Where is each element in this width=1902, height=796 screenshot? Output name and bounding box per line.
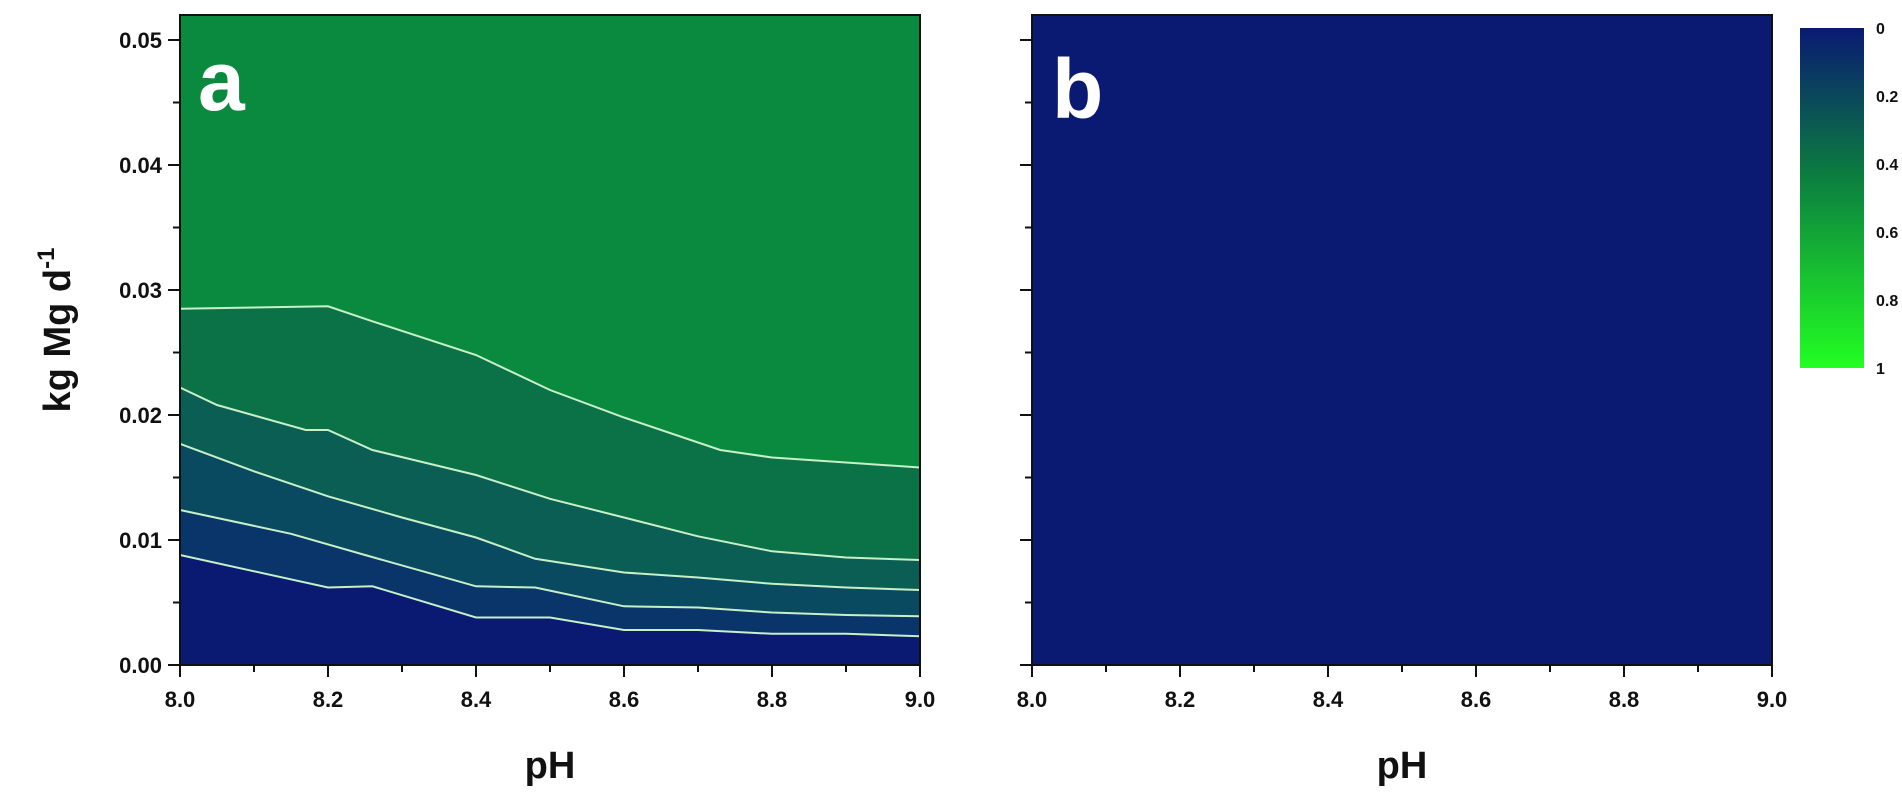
y-tick-label: 0.01 bbox=[119, 528, 162, 553]
x-tick-label: 8.8 bbox=[757, 687, 788, 712]
colorbar-label: 0.8 bbox=[1876, 293, 1898, 310]
x-tick-label: 8.4 bbox=[1313, 687, 1344, 712]
contour-bands-a bbox=[180, 306, 920, 665]
panel-a: 8.0 8.2 8.4 8.6 8.8 9.0 0.000.010.020.030.040… bbox=[33, 14, 936, 787]
x-tick-label: 8.2 bbox=[313, 687, 344, 712]
y-axis-title-superscript: -1 bbox=[33, 248, 60, 269]
x-tick-label: 8.0 bbox=[165, 687, 196, 712]
x-axis-a: 8.0 8.2 8.4 8.6 8.8 9.0 bbox=[165, 665, 936, 712]
y-tick-label: 0.04 bbox=[119, 153, 163, 178]
y-tick-label: 0.00 bbox=[119, 653, 162, 678]
colorbar-label: 0.2 bbox=[1876, 89, 1898, 106]
y-axis-title: kg Mg d-1 bbox=[33, 248, 79, 413]
panel-label-a: a bbox=[198, 34, 246, 128]
colorbar-label: 1 bbox=[1876, 361, 1885, 378]
colorbar: 0 0.2 0.4 0.6 0.8 1 bbox=[1800, 21, 1898, 378]
colorbar-gradient bbox=[1800, 28, 1864, 368]
colorbar-label: 0.4 bbox=[1876, 157, 1898, 174]
contour-band bbox=[180, 555, 920, 665]
contour-line bbox=[179, 442, 921, 591]
contour-line bbox=[179, 554, 921, 638]
y-tick-label: 0.05 bbox=[119, 28, 162, 53]
colorbar-label: 0.6 bbox=[1876, 225, 1898, 242]
x-tick-label: 8.2 bbox=[1165, 687, 1196, 712]
heatmap-b bbox=[1032, 15, 1772, 665]
contour-lines-a bbox=[179, 305, 921, 638]
y-axis-b bbox=[1020, 39, 1032, 666]
y-axis-title-main: kg Mg d bbox=[37, 269, 79, 413]
x-tick-label: 9.0 bbox=[905, 687, 936, 712]
x-tick-label: 9.0 bbox=[1757, 687, 1788, 712]
panel-label-b: b bbox=[1052, 42, 1103, 136]
x-axis-title-a: pH bbox=[525, 745, 576, 787]
y-tick-label: 0.02 bbox=[119, 403, 162, 428]
contour-band bbox=[180, 387, 920, 590]
colorbar-labels: 0 0.2 0.4 0.6 0.8 1 bbox=[1876, 21, 1898, 378]
contour-band bbox=[180, 510, 920, 637]
y-axis-a: 0.00 0.01 0.02 0.03 0.04 0.05 bbox=[119, 28, 180, 678]
contour-band bbox=[180, 443, 920, 617]
x-tick-label: 8.4 bbox=[461, 687, 492, 712]
x-tick-label: 8.6 bbox=[609, 687, 640, 712]
x-axis-title-b: pH bbox=[1377, 745, 1428, 787]
x-tick-label: 8.6 bbox=[1461, 687, 1492, 712]
colorbar-label: 0 bbox=[1876, 21, 1885, 38]
x-tick-label: 8.0 bbox=[1017, 687, 1048, 712]
panel-b: 8.0 8.2 8.4 8.6 8.8 9.0 b pH bbox=[1017, 14, 1788, 787]
contour-line bbox=[179, 305, 921, 469]
y-tick-label: 0.03 bbox=[119, 278, 162, 303]
contour-band bbox=[180, 306, 920, 560]
contour-line bbox=[179, 386, 921, 561]
x-tick-label: 8.8 bbox=[1609, 687, 1640, 712]
x-axis-b: 8.0 8.2 8.4 8.6 8.8 9.0 bbox=[1017, 665, 1788, 712]
contour-line bbox=[179, 509, 921, 618]
